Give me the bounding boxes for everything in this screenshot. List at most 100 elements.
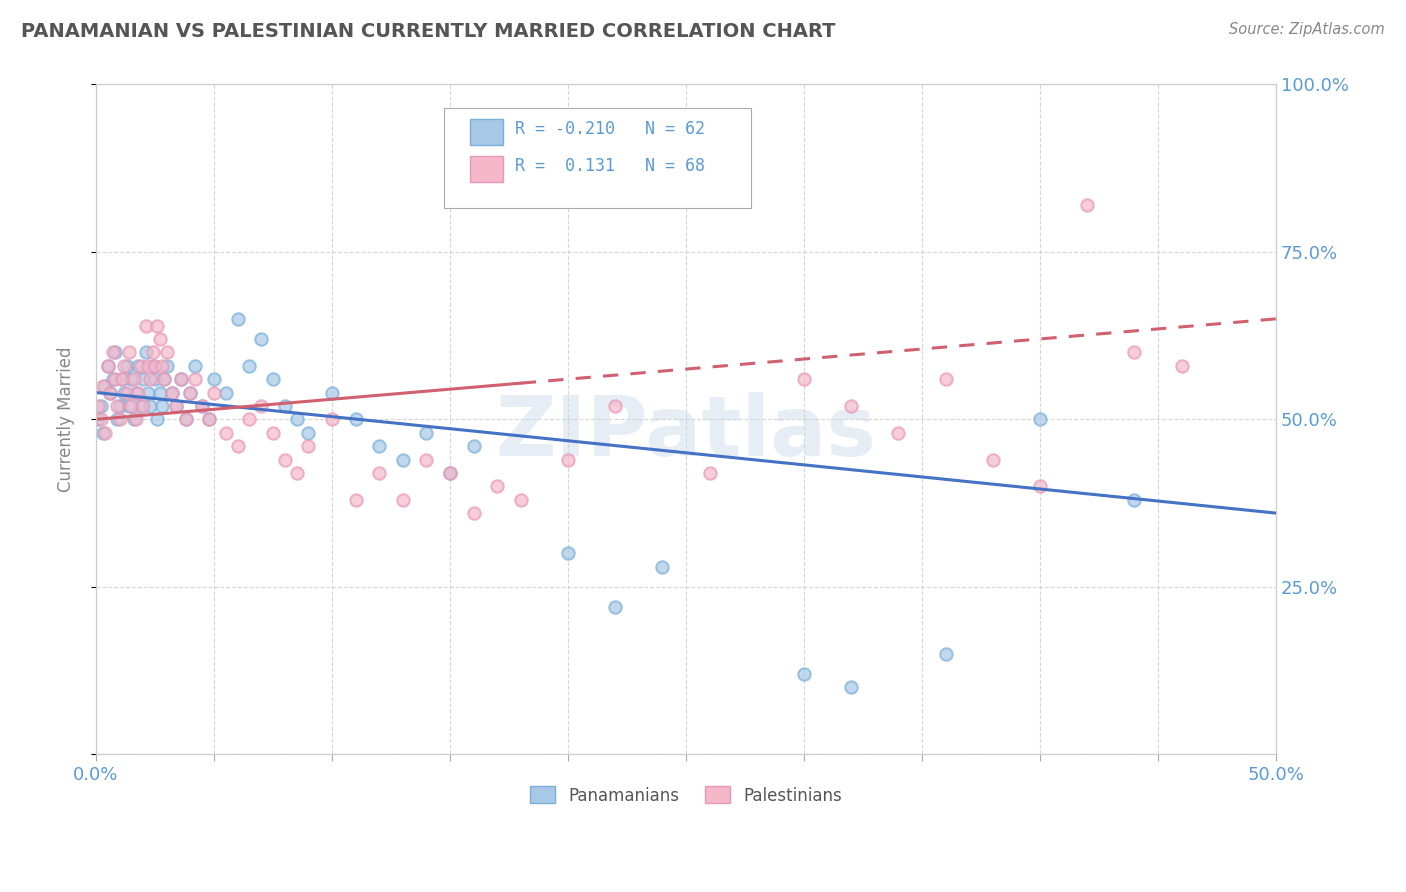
Point <box>97 359 120 373</box>
Point <box>90 412 112 426</box>
Point <box>153 372 176 386</box>
Point <box>153 372 176 386</box>
Point <box>184 359 207 373</box>
Point <box>935 372 957 386</box>
Point <box>198 412 221 426</box>
Point <box>415 425 437 440</box>
Point <box>104 372 127 386</box>
Point <box>226 439 249 453</box>
Point <box>297 439 319 453</box>
Point <box>149 385 172 400</box>
Point <box>226 311 249 326</box>
Point <box>391 492 413 507</box>
Point <box>174 412 197 426</box>
Text: ZIPatlas: ZIPatlas <box>495 392 876 474</box>
Text: PANAMANIAN VS PALESTINIAN CURRENTLY MARRIED CORRELATION CHART: PANAMANIAN VS PALESTINIAN CURRENTLY MARR… <box>21 22 835 41</box>
Point <box>104 345 127 359</box>
Point <box>191 399 214 413</box>
Point <box>415 452 437 467</box>
Point <box>112 385 135 400</box>
Point <box>202 385 225 400</box>
Point <box>262 425 284 440</box>
Point <box>122 372 145 386</box>
Point <box>793 372 815 386</box>
Point <box>344 492 367 507</box>
Point <box>1076 198 1098 212</box>
Point <box>118 399 141 413</box>
Point <box>136 359 159 373</box>
Point <box>115 359 138 373</box>
Point <box>1029 479 1052 493</box>
Point <box>165 399 187 413</box>
Point <box>87 412 110 426</box>
Point <box>94 379 117 393</box>
Point <box>136 385 159 400</box>
Point <box>98 385 121 400</box>
Point <box>285 412 308 426</box>
Point <box>91 425 114 440</box>
Point <box>129 399 152 413</box>
FancyBboxPatch shape <box>470 120 503 145</box>
Point <box>439 466 461 480</box>
Y-axis label: Currently Married: Currently Married <box>58 347 75 492</box>
Point <box>557 546 579 560</box>
Point <box>101 345 124 359</box>
Point <box>285 466 308 480</box>
Point <box>139 372 162 386</box>
Point <box>1170 359 1192 373</box>
Point <box>142 345 165 359</box>
FancyBboxPatch shape <box>470 156 503 182</box>
Point <box>651 559 673 574</box>
Text: R =  0.131   N = 68: R = 0.131 N = 68 <box>515 157 704 175</box>
Point <box>198 412 221 426</box>
Point <box>142 359 165 373</box>
Point <box>156 359 179 373</box>
FancyBboxPatch shape <box>444 108 751 209</box>
Point <box>391 452 413 467</box>
Point <box>139 399 162 413</box>
Point <box>129 359 152 373</box>
Point <box>250 399 273 413</box>
Point <box>160 385 183 400</box>
Point <box>250 332 273 346</box>
Point <box>368 439 391 453</box>
Point <box>368 466 391 480</box>
Point <box>699 466 721 480</box>
Point <box>135 345 157 359</box>
Point <box>94 425 117 440</box>
Point <box>105 399 128 413</box>
Point <box>143 359 166 373</box>
Point <box>262 372 284 386</box>
Point <box>839 680 862 694</box>
Point <box>111 372 134 386</box>
Point <box>108 399 131 413</box>
Point <box>935 647 957 661</box>
Point <box>321 385 343 400</box>
Point <box>439 466 461 480</box>
Point <box>91 379 114 393</box>
Point <box>149 332 172 346</box>
Point <box>150 399 173 413</box>
Point <box>108 412 131 426</box>
Point <box>1123 492 1146 507</box>
Point <box>1029 412 1052 426</box>
Point <box>839 399 862 413</box>
Point <box>179 385 201 400</box>
Point <box>118 345 141 359</box>
Point <box>128 385 150 400</box>
Point <box>274 452 297 467</box>
Point <box>179 385 201 400</box>
Point <box>105 412 128 426</box>
Point <box>150 359 173 373</box>
Point <box>132 399 155 413</box>
Point <box>981 452 1004 467</box>
Point <box>238 359 260 373</box>
Text: R = -0.210   N = 62: R = -0.210 N = 62 <box>515 120 704 138</box>
Point <box>215 385 238 400</box>
Point <box>125 412 148 426</box>
Point <box>120 399 142 413</box>
Point <box>111 372 134 386</box>
Point <box>174 412 197 426</box>
Point <box>87 399 110 413</box>
Point <box>112 359 135 373</box>
